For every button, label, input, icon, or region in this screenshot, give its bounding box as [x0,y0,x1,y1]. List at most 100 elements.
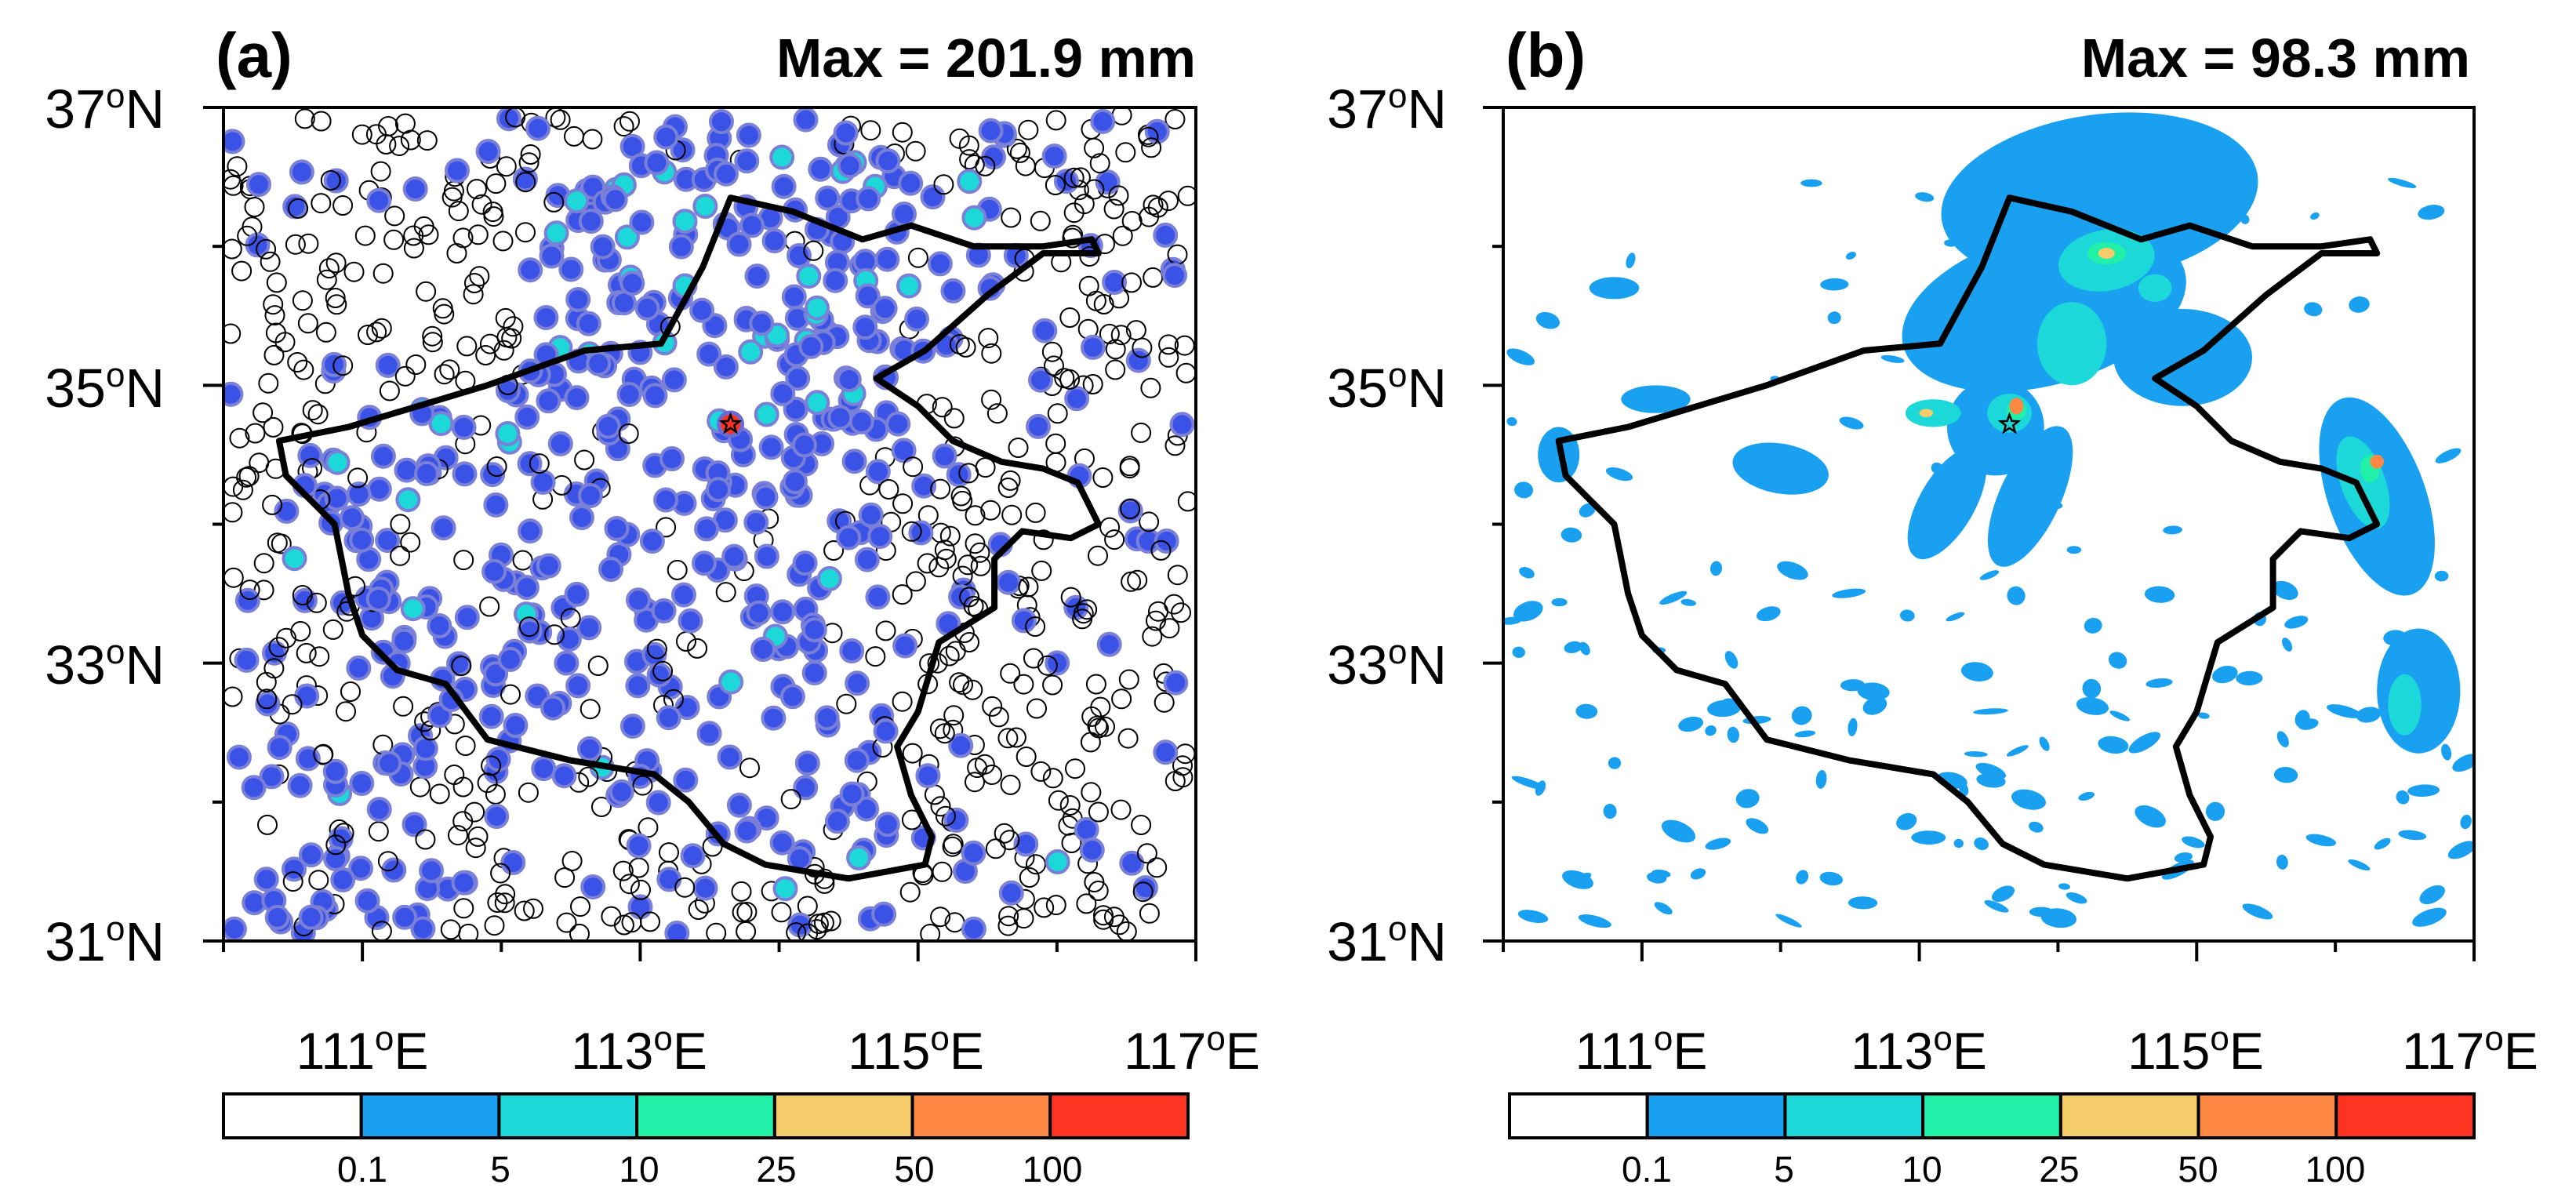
panel-a-station-dry [1174,335,1195,356]
panel-a-station-dry [452,776,474,798]
panel-a-station-wet [791,432,817,458]
panel-b-rain-cell [2447,841,2474,859]
panel-a-station-wet [500,850,526,875]
panel-b-cbar-swatch [1508,1092,1649,1139]
panel-a-station-dry [980,500,1001,521]
panel-a-station-dry [587,656,609,676]
panel-a-station-dry [1000,470,1021,491]
panel-b-rain-cell [1605,467,1633,481]
panel-b-rain-cell [1827,311,1841,325]
panel-b-rain-cell [2039,736,2050,751]
panel-a-station-dry [1109,914,1130,936]
panel-a-station-dry [994,823,1015,844]
panel-b-rain-cell [1575,703,1598,719]
panel-b-rain-cell [2356,707,2382,723]
panel-b-rain-cell [1560,527,1582,543]
panel-a-station-dry [656,517,677,538]
panel-a-station-dry [1172,767,1194,788]
panel-a-station-wet [395,487,421,513]
panel-a-station-layer [223,107,1196,941]
panel-a-station-wet [668,234,694,260]
panel-a-xtick-113: 113oE [571,1019,707,1080]
panel-a-station-dry [326,294,347,315]
panel-b-rain-cell [1513,601,1543,622]
panel-b-rain-cell [1840,679,1866,692]
panel-b-rain-cell [2163,525,2182,535]
panel-a-station-wet [325,449,351,475]
panel-a-station-dry [619,874,640,895]
panel-a-xtick-117: 117oE [1124,1019,1260,1080]
panel-a-station-dry [1026,854,1046,875]
panel-a-station-dry [930,907,951,928]
panel-a-station-dry [448,201,469,222]
panel-a-station-wet [739,213,765,238]
panel-a-station-dry [1081,782,1102,803]
panel-a-station-dry [975,155,996,176]
panel-a-station-dry [290,621,311,641]
panel-a-station-wet [815,185,841,211]
panel-a-station-wet [761,228,787,254]
panel-a-station-wet [497,646,523,672]
panel-a-cbar-swatch [222,1092,363,1139]
panel-a-station-dry [556,912,577,933]
panel-a-station-dry [878,479,899,500]
panel-a-station-wet [1154,529,1179,554]
panel-a-station-wet [1032,318,1058,343]
panel-b-rain-cell [2006,745,2029,757]
panel-a-station-dry [1085,674,1106,695]
panel-b-label: (b) [1506,20,1586,90]
panel-a-station-dry [965,772,985,793]
panel-a-station-wet [653,487,679,513]
panel-a-station-wet [689,297,715,323]
panel-a-station-dry [456,336,478,357]
panel-a-station-wet [586,351,612,376]
panel-a-station-wet [626,833,652,859]
panel-a-station-wet [598,557,623,582]
panel-a-station-dry [336,701,356,722]
panel-a-station-dry [256,238,277,260]
panel-a-station-wet [833,120,859,146]
panel-a-station-dry [1026,698,1047,719]
panel-a-station-dry [1023,648,1044,669]
panel-a-station-dry [1018,119,1039,140]
panel-a-cbar-label-0: 0.1 [337,1149,387,1190]
panel-b-colorbar [1508,1092,2476,1139]
panel-a-station-dry [613,116,634,137]
panel-a-station-dry [1059,369,1081,390]
panel-a-station-wet [798,333,824,359]
panel-a-station-dry [263,294,284,315]
panel-a-station-dry [1080,732,1101,753]
panel-a-station-wet [844,747,870,773]
panel-a-station-dry [1099,517,1121,538]
panel-a-station-dry [227,156,248,177]
panel-a-station-dry [1103,198,1125,220]
panel-a-station-wet [943,807,969,833]
panel-a-station-dry [371,318,392,339]
panel-a-station-wet [427,613,452,638]
panel-a-station-wet [346,481,372,507]
panel-a-station-dry [1164,771,1186,791]
panel-a-station-wet [846,845,872,870]
panel-a-station-dry [939,645,960,667]
panel-a-station-wet [339,505,365,531]
panel-a-station-wet [721,543,747,569]
panel-a-station-dry [390,545,411,566]
panel-b-cbar-swatch [1645,1092,1787,1139]
panel-a-station-dry [483,206,504,227]
panel-a-station-dry [1177,185,1196,206]
panel-b-rain-cell [1756,606,1781,622]
panel-a-station-wet [391,628,417,654]
panel-a-station-dry [570,896,590,917]
panel-a-station-dry [403,225,424,246]
panel-a-station-dry [965,533,986,554]
panel-b-rain-cell [1839,416,1864,430]
panel-a-station-dry [982,765,1002,785]
panel-a-station-dry [1159,618,1180,639]
panel-a-station-wet [577,483,603,508]
panel-a-station-dry [418,224,439,245]
panel-a-station-dry [503,316,524,337]
panel-b-rain-cell [1800,179,1822,187]
panel-a-station-wet [770,381,796,406]
panel-a-station-dry [347,467,369,489]
panel-b-rain-cell [2305,834,2336,847]
